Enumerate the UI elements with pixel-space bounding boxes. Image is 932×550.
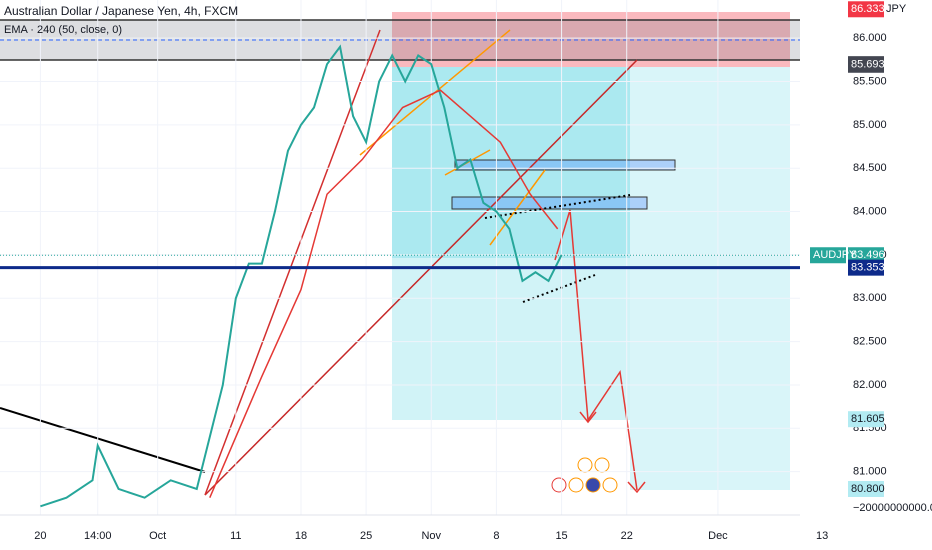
- price-line: [209, 89, 559, 498]
- price-tag: [848, 1, 884, 18]
- box: [454, 159, 676, 171]
- x-tick-label: 14:00: [84, 530, 112, 542]
- price-tag-label: 83.496: [851, 249, 885, 261]
- y-tick-label: 83.000: [853, 292, 887, 304]
- x-tick-label: Oct: [149, 530, 166, 542]
- price-tag-label: 83.353: [851, 262, 885, 274]
- arrow-head: [579, 411, 597, 424]
- x-tick-label: 8: [493, 530, 499, 542]
- drawings: [0, 12, 845, 496]
- price-tag-label: 86.333: [851, 3, 885, 15]
- y-tick-label: 85.500: [853, 75, 887, 87]
- box: [451, 196, 648, 210]
- price-scale-note: −20000000000.000: [853, 502, 932, 514]
- x-tick-label: 11: [230, 530, 241, 542]
- trendline: [0, 407, 206, 473]
- time-axis: [0, 515, 800, 550]
- currency-label: JPY: [886, 3, 907, 15]
- plot: [0, 0, 823, 515]
- x-tick-label: Nov: [421, 530, 441, 542]
- x-tick-label: 15: [555, 530, 567, 542]
- target-zone: [630, 67, 790, 490]
- symbol-tag: [810, 247, 846, 264]
- trendline: [204, 59, 638, 496]
- x-tick-label: 20: [34, 530, 46, 542]
- chart-title: Australian Dollar / Japanese Yen, 4h, FX…: [4, 4, 238, 18]
- legend-entry: EMA · 240 (50, close, 0): [4, 24, 122, 36]
- price-tag: [848, 411, 884, 428]
- y-tick-label: 82.000: [853, 379, 887, 391]
- price-tag-label: 85.693: [851, 59, 885, 71]
- projection-arrow: [554, 209, 638, 491]
- arrow-head: [627, 481, 646, 494]
- price-tag: [848, 247, 884, 264]
- x-tick-label: 13: [816, 530, 828, 542]
- trendline: [489, 169, 546, 246]
- x-tick-label: 18: [295, 530, 307, 542]
- price-tag: [848, 480, 884, 497]
- y-tick-label: 82.500: [853, 336, 887, 348]
- icons: [551, 457, 618, 493]
- price-tag-label: 81.605: [851, 413, 885, 425]
- price-line: [40, 44, 563, 508]
- x-tick-label: Dec: [708, 530, 728, 542]
- price-tag-label: 80.800: [851, 483, 885, 495]
- x-tick-label: 22: [621, 530, 633, 542]
- y-tick-label: 86.000: [853, 32, 887, 44]
- symbol-tag-label: AUDJPY: [813, 249, 857, 261]
- y-tick-label: 84.500: [853, 162, 887, 174]
- price-tag: [848, 56, 884, 73]
- y-tick-label: 84.000: [853, 205, 887, 217]
- y-tick-label: 85.000: [853, 119, 887, 131]
- x-tick-label: 25: [360, 530, 372, 542]
- overlay: 86.00085.50085.00084.50084.00083.50083.0…: [34, 1, 907, 542]
- y-tick-label: 81.000: [853, 466, 887, 478]
- price-tag: [848, 259, 884, 276]
